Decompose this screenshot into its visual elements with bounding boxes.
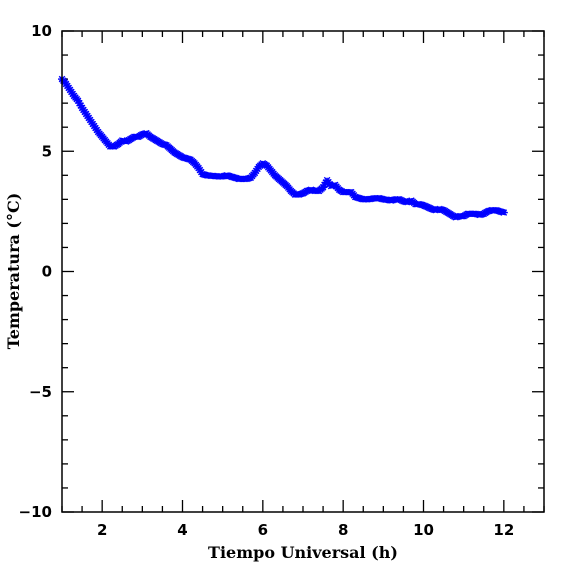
x-tick-label: 6 <box>258 521 268 539</box>
y-tick-label: −10 <box>19 503 52 521</box>
y-tick-label: 5 <box>42 142 52 160</box>
data-point <box>499 209 508 216</box>
plot-frame <box>61 30 545 513</box>
y-tick-label: 0 <box>42 263 52 281</box>
axis-ticks <box>61 30 545 513</box>
x-tick-labels: 2 4 6 8 10 12 <box>97 521 514 539</box>
y-tick-label: 10 <box>31 22 52 40</box>
x-tick-label: 2 <box>97 521 107 539</box>
data-points <box>58 75 508 221</box>
x-tick-label: 4 <box>177 521 187 539</box>
x-tick-label: 12 <box>493 521 514 539</box>
x-tick-label: 8 <box>338 521 348 539</box>
y-tick-label: −5 <box>29 383 52 401</box>
y-axis-label: Temperatura (°C) <box>4 193 23 350</box>
y-tick-labels: −10 −5 0 5 10 <box>19 22 52 521</box>
x-tick-label: 10 <box>413 521 434 539</box>
x-axis-label: Tiempo Universal (h) <box>208 543 398 562</box>
